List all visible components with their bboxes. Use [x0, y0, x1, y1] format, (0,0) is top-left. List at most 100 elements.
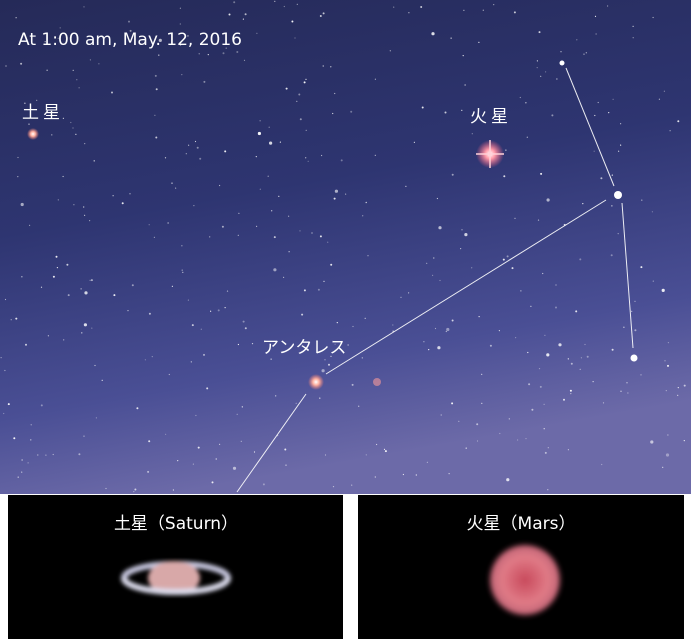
star — [154, 115, 155, 116]
star — [506, 478, 509, 481]
star — [601, 464, 602, 465]
star — [537, 67, 538, 68]
star — [403, 474, 404, 475]
star — [21, 203, 24, 206]
star — [449, 473, 450, 474]
star — [427, 462, 428, 463]
star — [544, 335, 545, 336]
star — [18, 477, 19, 478]
star — [677, 120, 679, 122]
star — [653, 17, 654, 18]
star — [222, 226, 224, 228]
star — [375, 155, 376, 156]
star — [73, 204, 74, 205]
star — [260, 120, 261, 121]
star — [570, 393, 571, 394]
star — [155, 75, 157, 77]
star — [41, 287, 42, 288]
star — [72, 127, 73, 128]
star — [684, 385, 686, 387]
star — [323, 281, 324, 282]
star — [659, 99, 660, 100]
star — [48, 335, 49, 336]
star — [195, 141, 196, 142]
star — [233, 467, 236, 470]
star — [17, 176, 18, 177]
star — [551, 114, 553, 116]
star — [268, 176, 269, 177]
star — [56, 256, 58, 258]
star — [544, 428, 545, 429]
star — [271, 210, 272, 211]
star — [283, 277, 284, 278]
star — [477, 440, 478, 441]
star — [192, 324, 194, 326]
star — [284, 6, 285, 7]
star — [182, 272, 183, 273]
star — [57, 267, 58, 268]
star — [666, 453, 669, 456]
star — [274, 236, 276, 238]
astro-photo: At 1:00 am, May. 12, 2016 土星 火星 アンタレス 土星… — [0, 0, 691, 639]
star — [576, 39, 577, 40]
star — [324, 359, 325, 360]
star — [460, 248, 461, 249]
star — [258, 132, 261, 135]
star — [463, 10, 464, 11]
star — [607, 5, 608, 6]
star — [58, 199, 59, 200]
star — [263, 483, 265, 485]
star — [666, 390, 667, 391]
star — [478, 42, 479, 43]
star — [294, 37, 295, 38]
star — [78, 453, 80, 455]
star — [165, 157, 166, 158]
star — [155, 137, 157, 139]
star — [618, 151, 619, 152]
star — [603, 402, 604, 403]
star — [618, 233, 619, 234]
star — [209, 236, 210, 237]
star — [520, 97, 521, 98]
star — [83, 6, 84, 7]
star — [206, 387, 208, 389]
star — [210, 311, 211, 312]
star — [653, 281, 654, 282]
star — [385, 450, 387, 452]
star — [20, 63, 22, 65]
star — [79, 87, 80, 88]
star — [512, 267, 514, 269]
star — [472, 133, 473, 134]
star — [219, 185, 220, 186]
star — [90, 280, 91, 281]
star — [298, 94, 300, 96]
star — [280, 142, 281, 143]
star — [362, 357, 363, 358]
star — [5, 65, 6, 66]
star — [452, 174, 454, 176]
star — [580, 369, 581, 370]
star — [547, 489, 548, 490]
caption: At 1:00 am, May. 12, 2016 — [18, 30, 242, 50]
star — [51, 134, 52, 135]
star — [587, 356, 589, 358]
star — [575, 310, 577, 312]
star — [352, 384, 354, 386]
star — [256, 33, 257, 34]
star — [464, 233, 467, 236]
star — [505, 150, 506, 151]
star — [465, 84, 466, 85]
star — [373, 378, 381, 386]
star — [408, 12, 409, 13]
star — [595, 16, 596, 17]
star — [481, 374, 482, 375]
star — [4, 370, 5, 371]
star — [451, 402, 453, 404]
star — [188, 145, 189, 146]
star — [328, 364, 330, 366]
star — [579, 258, 581, 260]
star — [181, 74, 182, 75]
star — [219, 444, 220, 445]
star — [650, 440, 653, 443]
star — [180, 8, 181, 9]
